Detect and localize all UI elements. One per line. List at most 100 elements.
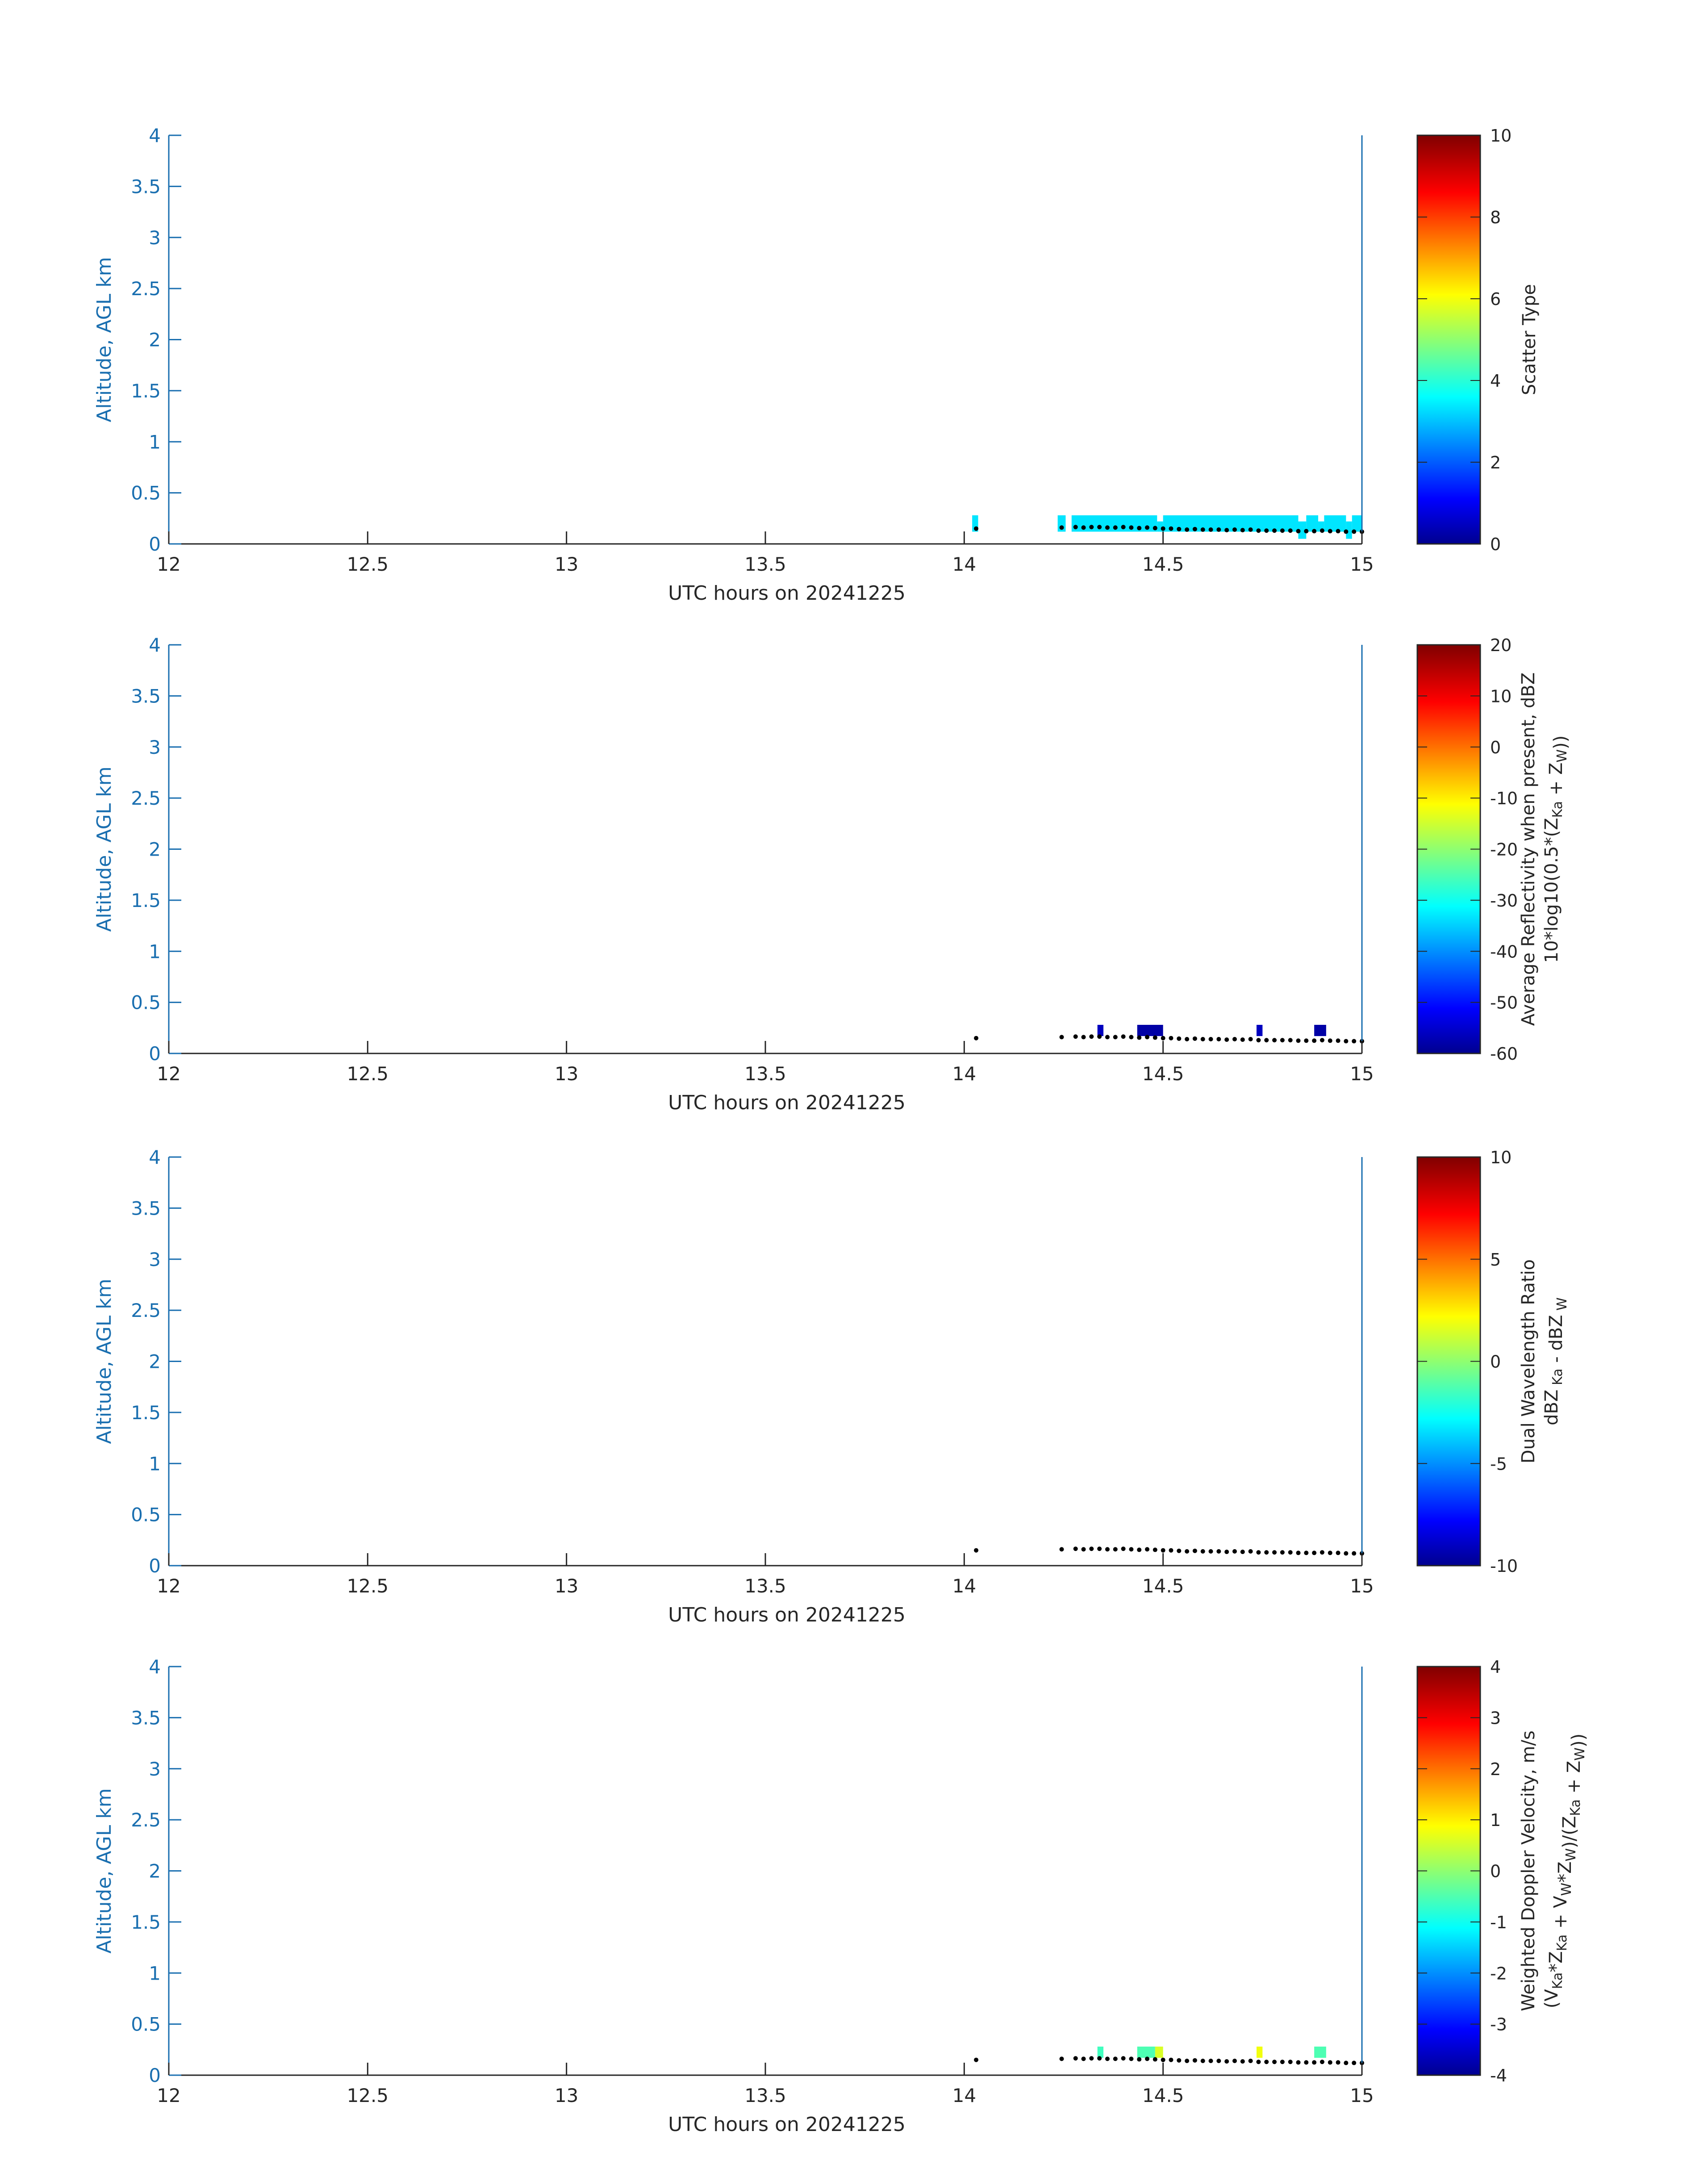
x-tick-label: 13.5 — [744, 1063, 786, 1085]
surface-point — [1296, 1038, 1301, 1043]
y-tick-label: 1.5 — [131, 380, 161, 402]
surface-point — [1081, 1035, 1086, 1040]
surface-point — [1097, 1034, 1102, 1039]
colorbar-tick-label: 10 — [1490, 126, 1512, 146]
x-tick-label: 12 — [157, 2085, 180, 2106]
surface-points — [974, 1546, 1364, 1556]
heatmap-cell — [1155, 2046, 1163, 2058]
y-tick-label: 4 — [149, 1146, 161, 1168]
colorbar-tick-label: 6 — [1490, 289, 1501, 309]
y-tick-label: 1 — [149, 940, 161, 962]
surface-point — [1232, 2058, 1237, 2063]
heatmap-cell — [1137, 2046, 1155, 2058]
y-tick-label: 2.5 — [131, 1300, 161, 1321]
surface-point — [974, 1036, 979, 1040]
x-tick-label: 13.5 — [744, 553, 786, 575]
colorbar-tick-label: 10 — [1490, 686, 1512, 706]
x-tick-label: 13 — [555, 2085, 578, 2106]
surface-point — [1216, 527, 1221, 532]
surface-point — [1328, 1038, 1332, 1043]
surface-point — [1137, 526, 1142, 531]
surface-point — [1105, 525, 1110, 530]
surface-point — [1081, 2056, 1086, 2061]
colorbar-tick-label: 3 — [1490, 1708, 1501, 1728]
panel-scatter-type: 0 0.5 1 1.5 2 2.5 3 3.5 4 12 12.5 13 13.5 14 14.5 15 UTC… — [93, 125, 1540, 605]
colorbar-tick-label: -30 — [1490, 891, 1518, 911]
y-tick-label: 0 — [149, 1043, 161, 1065]
heatmap-cell — [1256, 1024, 1263, 1036]
y-tick-label: 0 — [149, 2064, 161, 2086]
heatmap-cell — [1314, 2046, 1326, 2058]
surface-point — [974, 1548, 979, 1553]
surface-point — [1224, 1037, 1229, 1042]
surface-point — [1336, 1550, 1341, 1555]
surface-point — [1248, 527, 1253, 532]
surface-point — [1320, 1038, 1324, 1043]
surface-point — [1161, 526, 1165, 531]
surface-point — [1200, 1549, 1205, 1554]
y-tick-label: 2 — [149, 329, 161, 351]
surface-point — [1192, 1036, 1197, 1041]
colorbar-tick-label: -10 — [1490, 1556, 1518, 1576]
surface-point — [1059, 1035, 1064, 1040]
surface-point — [1248, 1549, 1253, 1554]
surface-point — [1177, 2058, 1182, 2063]
heatmap-cell — [1298, 521, 1307, 539]
heatmap-cell — [1256, 2046, 1263, 2058]
surface-point — [1224, 2059, 1229, 2064]
y-tick-label: 4 — [149, 634, 161, 656]
surface-point — [1328, 529, 1332, 534]
surface-point — [1272, 1550, 1277, 1555]
surface-point — [1224, 1550, 1229, 1554]
y-tick-label: 3.5 — [131, 175, 161, 197]
surface-point — [1161, 2057, 1165, 2062]
surface-point — [1328, 2060, 1332, 2065]
y-tick-label: 0.5 — [131, 1504, 161, 1526]
heatmap-cell — [1314, 1024, 1326, 1036]
x-tick-label: 14.5 — [1142, 2085, 1184, 2106]
x-tick-label: 12 — [157, 1063, 180, 1085]
surface-point — [1081, 1547, 1086, 1552]
surface-point — [1336, 529, 1341, 534]
surface-point — [1113, 525, 1118, 530]
y-tick-label: 3 — [149, 227, 161, 249]
surface-point — [1272, 2060, 1277, 2064]
surface-point — [1256, 1550, 1261, 1555]
surface-point — [1280, 2060, 1285, 2064]
surface-point — [1304, 529, 1309, 534]
surface-point — [1137, 2057, 1142, 2062]
colorbar-tick-label: 20 — [1490, 635, 1512, 655]
surface-point — [1248, 2058, 1253, 2063]
surface-point — [1256, 528, 1261, 533]
surface-point — [1280, 528, 1285, 533]
surface-point — [1177, 1036, 1182, 1041]
surface-point — [1105, 1035, 1110, 1040]
surface-point — [1336, 1038, 1341, 1043]
surface-point — [1169, 1036, 1173, 1040]
surface-point — [1073, 1546, 1078, 1551]
surface-point — [1089, 1546, 1094, 1551]
surface-point — [1312, 1550, 1317, 1555]
surface-point — [1121, 1546, 1126, 1551]
surface-point — [1089, 1034, 1094, 1039]
surface-point — [1352, 2060, 1357, 2065]
surface-point — [1097, 525, 1102, 530]
colorbar-gradient — [1416, 1156, 1481, 1567]
y-tick-label: 1 — [149, 1962, 161, 1984]
surface-point — [1153, 1547, 1157, 1552]
surface-point — [1145, 1547, 1150, 1552]
y-tick-label: 0.5 — [131, 482, 161, 504]
colorbar-tick-label: 0 — [1490, 738, 1501, 757]
surface-point — [1256, 2060, 1261, 2064]
surface-point — [1192, 2058, 1197, 2063]
surface-point — [1153, 526, 1157, 531]
heatmap-cell — [1306, 515, 1319, 532]
colorbar-tick-label: -40 — [1490, 942, 1518, 961]
surface-point — [1272, 528, 1277, 533]
surface-point — [1344, 1551, 1349, 1556]
surface-point — [1216, 2058, 1221, 2063]
surface-point — [1232, 1549, 1237, 1554]
surface-point — [1248, 1036, 1253, 1041]
y-tick-label: 0.5 — [131, 992, 161, 1014]
